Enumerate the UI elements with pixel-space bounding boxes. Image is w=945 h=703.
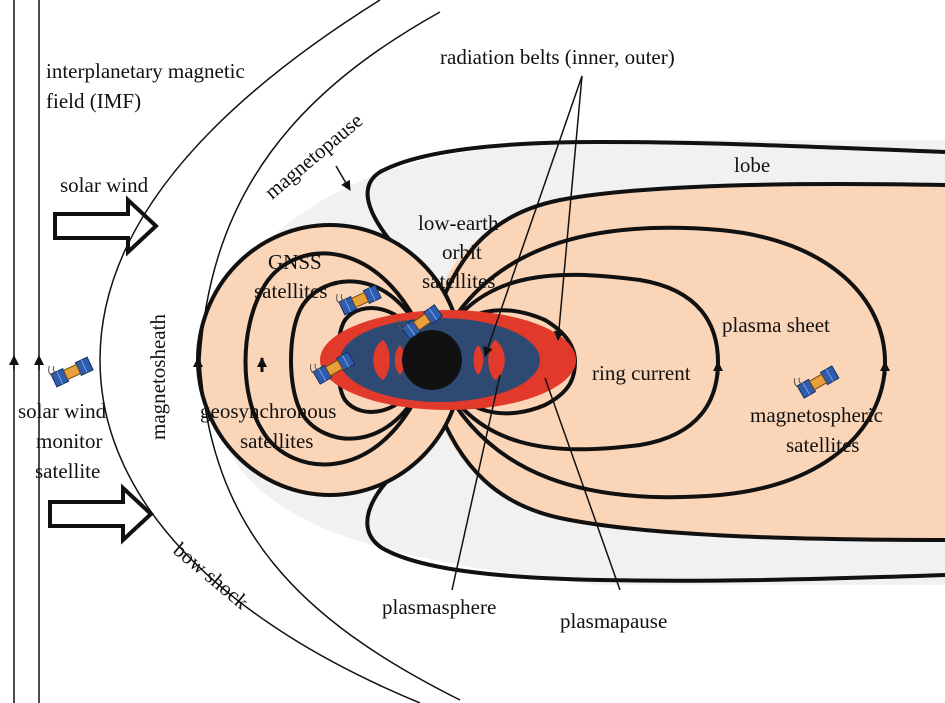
- imf-field-lines: [9, 0, 44, 703]
- bow-shock-curve: [99, 0, 421, 703]
- plasma-sheet-bottom-line: [433, 399, 945, 542]
- magnetospheric-satellites-label-line1: magnetospheric: [750, 403, 883, 427]
- plasma-sheet-top-line: [433, 181, 945, 321]
- annotation-pointers: [335, 75, 621, 591]
- ring-current-label: ring current: [592, 361, 691, 385]
- solar-wind-monitor-satellite-icon: [46, 349, 94, 388]
- plasma-sheet-label: plasma sheet: [722, 313, 830, 337]
- solar-wind-label: solar wind: [60, 173, 149, 197]
- nightside-loop-arrows: [713, 361, 890, 375]
- geosynchronous-label-line1: geosynchronous: [200, 399, 336, 423]
- magnetosheath-label: magnetosheath: [146, 314, 170, 440]
- sw-monitor-label-line3: satellite: [35, 459, 100, 483]
- leo-label-line3: satellites: [422, 269, 495, 293]
- plasmasphere-label: plasmasphere: [382, 595, 496, 619]
- solar-wind-arrow-bottom: [48, 483, 154, 545]
- bow-shock-label: bow shock: [169, 537, 254, 614]
- dayside-loop-arrows: [193, 357, 267, 372]
- magnetopause-curve: [199, 11, 461, 701]
- magnetospheric-satellites-label-line2: satellites: [786, 433, 859, 457]
- solar-wind-arrow-top: [53, 195, 159, 257]
- leo-label-line2: orbit: [442, 240, 482, 264]
- leo-label-line1: low-earth: [418, 211, 499, 235]
- plasmapause-label: plasmapause: [560, 609, 667, 633]
- imf-label-line2: field (IMF): [46, 89, 141, 113]
- sw-monitor-label-line2: monitor: [36, 429, 103, 453]
- earth: [402, 330, 462, 390]
- imf-label-line1: interplanetary magnetic: [46, 59, 245, 83]
- gnss-label-line1: GNSS: [268, 250, 322, 274]
- gnss-label-line2: satellites: [254, 279, 327, 303]
- sw-monitor-label-line1: solar wind: [18, 399, 107, 423]
- geosynchronous-label-line2: satellites: [240, 429, 313, 453]
- radiation-belts-label: radiation belts (inner, outer): [440, 45, 675, 69]
- lobe-label: lobe: [734, 153, 770, 177]
